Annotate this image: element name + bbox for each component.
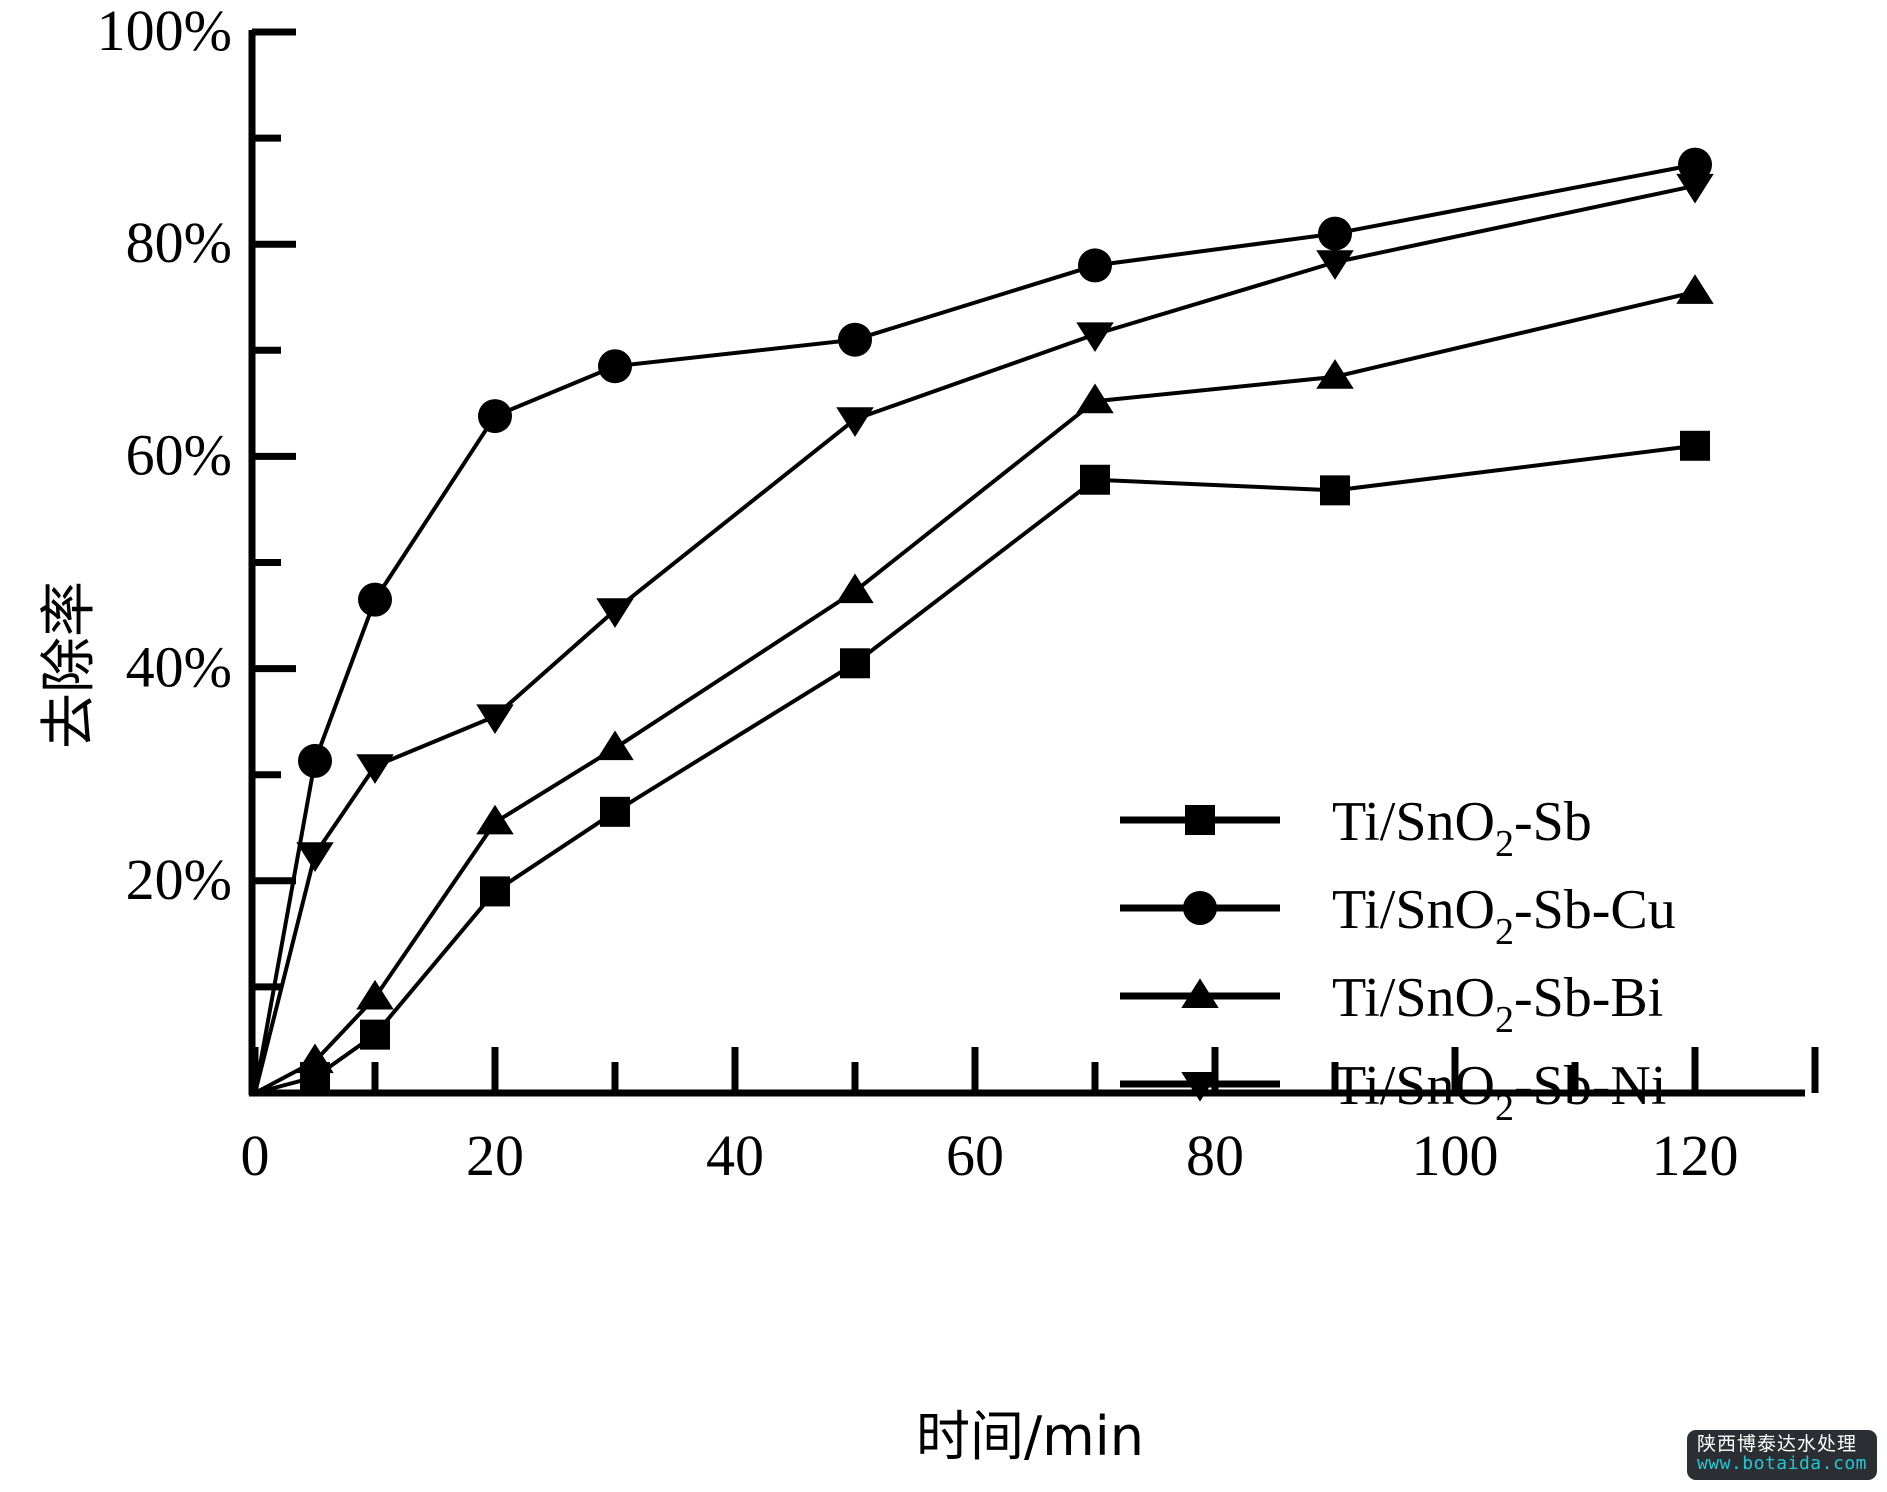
legend-label-subscript: 2 (1495, 999, 1514, 1041)
x-axis-title: 时间/min (916, 1405, 1144, 1468)
data-point-marker-1-7 (1318, 216, 1352, 251)
x-tick-label: 0 (241, 1123, 270, 1188)
data-point-marker-3-2 (356, 754, 394, 784)
x-axis-tick-labels: 0 20 40 60 80 100 120 (241, 1123, 1739, 1188)
y-axis-tick-labels: 20% 40% 60% 80% 100% (97, 0, 232, 912)
legend-item-3[interactable]: Ti/SnO2-Sb-Ni (1120, 1055, 1666, 1129)
data-point-marker-1-5 (838, 322, 872, 357)
data-point-marker-1-2 (358, 582, 392, 617)
data-point-marker-1-8 (1678, 147, 1712, 182)
data-point-marker-0-6 (1080, 464, 1110, 495)
y-tick-label: 80% (126, 210, 232, 275)
legend-label-1: Ti/SnO2-Sb-Cu (1332, 879, 1676, 953)
data-point-marker-1-4 (598, 349, 632, 384)
x-tick-label: 100 (1412, 1123, 1499, 1188)
data-point-marker-0-8 (1680, 430, 1710, 461)
data-point-marker-1-3 (478, 399, 512, 434)
y-tick-label: 20% (126, 847, 232, 912)
series-line-1 (253, 162, 1697, 1095)
watermark-badge: 陕西博泰达水处理 www.botaida.com (1686, 1430, 1877, 1480)
legend-item-2[interactable]: Ti/SnO2-Sb-Bi (1120, 967, 1663, 1041)
legend-marker-triangle-up (1181, 978, 1219, 1008)
data-point-marker-0-2 (360, 1019, 390, 1050)
data-point-marker-1-6 (1078, 248, 1112, 283)
chart-legend: Ti/SnO2-SbTi/SnO2-Sb-CuTi/SnO2-Sb-BiTi/S… (1120, 791, 1676, 1129)
legend-label-3: Ti/SnO2-Sb-Ni (1332, 1055, 1666, 1129)
y-tick-label: 40% (126, 635, 232, 700)
data-point-marker-3-4 (596, 598, 634, 628)
y-tick-label: 60% (126, 422, 232, 487)
legend-item-0[interactable]: Ti/SnO2-Sb (1120, 791, 1592, 865)
legend-marker-circle (1183, 891, 1217, 925)
legend-label-subscript: 2 (1495, 1087, 1514, 1129)
series-line-3 (253, 183, 1697, 1095)
legend-label-0: Ti/SnO2-Sb (1332, 791, 1592, 865)
data-point-marker-3-7 (1316, 250, 1354, 280)
legend-label-tail: -Sb-Cu (1514, 879, 1676, 941)
legend-label-tail: -Sb-Ni (1514, 1055, 1666, 1117)
x-tick-label: 20 (466, 1123, 524, 1188)
data-point-marker-3-5 (836, 407, 874, 437)
legend-marker-triangle-down (1181, 1072, 1219, 1102)
x-tick-label: 120 (1652, 1123, 1739, 1188)
legend-label-tail: -Sb (1514, 791, 1592, 853)
data-point-marker-2-8 (1676, 274, 1714, 304)
data-point-marker-2-3 (476, 804, 514, 835)
series-polylines (253, 162, 1697, 1095)
y-tick-label: 100% (97, 0, 232, 63)
legend-label-2: Ti/SnO2-Sb-Bi (1332, 967, 1663, 1041)
data-point-marker-0-3 (480, 876, 510, 907)
data-point-marker-0-5 (840, 648, 870, 679)
legend-label-subscript: 2 (1495, 911, 1514, 953)
watermark-url: www.botaida.com (1696, 1453, 1867, 1475)
data-point-marker-2-7 (1316, 359, 1354, 389)
data-point-marker-3-3 (476, 704, 514, 735)
watermark-company: 陕西博泰达水处理 (1696, 1433, 1857, 1456)
legend-marker-square (1185, 805, 1215, 835)
data-point-marker-2-1 (296, 1043, 334, 1074)
data-point-marker-2-6 (1076, 383, 1114, 414)
legend-label-main: Ti/SnO (1332, 791, 1495, 853)
data-point-marker-2-5 (836, 573, 874, 604)
data-point-marker-0-7 (1320, 475, 1350, 506)
series-markers (296, 147, 1714, 1093)
legend-label-tail: -Sb-Bi (1514, 967, 1663, 1029)
x-tick-label: 60 (946, 1123, 1004, 1188)
legend-label-main: Ti/SnO (1332, 967, 1495, 1029)
x-tick-label: 80 (1186, 1123, 1244, 1188)
x-tick-label: 40 (706, 1123, 764, 1188)
x-axis-ticks (251, 1047, 1819, 1093)
legend-label-main: Ti/SnO (1332, 879, 1495, 941)
legend-label-main: Ti/SnO (1332, 1055, 1495, 1117)
data-point-marker-3-1 (296, 842, 334, 872)
data-point-marker-2-2 (356, 979, 394, 1010)
data-point-marker-2-4 (596, 730, 634, 761)
data-point-marker-0-4 (600, 796, 630, 827)
data-point-marker-3-6 (1076, 322, 1114, 353)
data-point-marker-3-8 (1676, 173, 1714, 204)
legend-item-1[interactable]: Ti/SnO2-Sb-Cu (1120, 879, 1676, 953)
y-axis-ticks (252, 28, 296, 991)
legend-label-subscript: 2 (1495, 823, 1514, 865)
y-axis-title: 去除率 (37, 581, 102, 749)
data-point-marker-1-1 (298, 743, 332, 778)
